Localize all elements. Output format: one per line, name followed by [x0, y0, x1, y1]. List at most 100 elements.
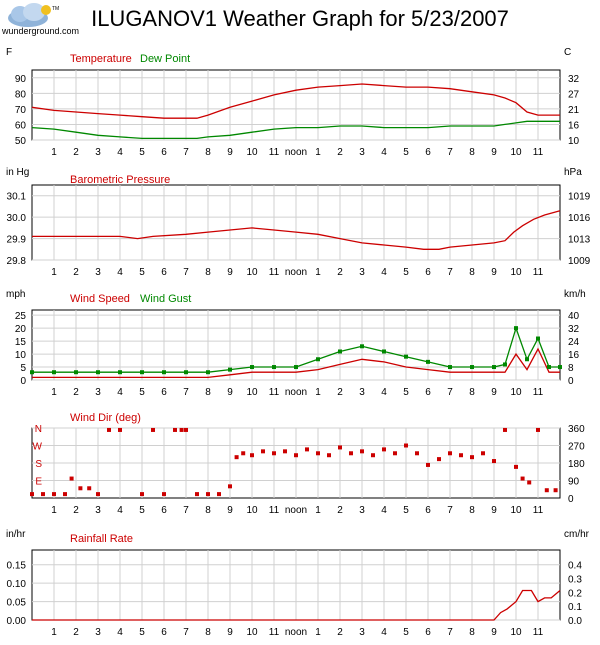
y-tick-label-left: 29.8	[7, 256, 27, 267]
gust-point	[338, 349, 342, 354]
x-tick-label: 8	[205, 387, 211, 398]
x-tick-label: 8	[469, 505, 475, 516]
x-tick-label: 1	[51, 627, 57, 638]
x-tick-label: 7	[447, 387, 453, 398]
gust-point	[250, 365, 254, 370]
x-tick-label: 2	[73, 627, 79, 638]
data-point	[448, 451, 452, 456]
x-tick-label: 4	[117, 505, 123, 516]
x-tick-label: 1	[51, 147, 57, 158]
y-tick-label-left: 0.05	[7, 598, 27, 609]
x-tick-label: 10	[510, 267, 522, 278]
data-point	[52, 492, 56, 497]
data-point	[305, 447, 309, 452]
x-tick-label: 8	[205, 147, 211, 158]
x-tick-label: 3	[95, 627, 101, 638]
x-tick-label: 4	[117, 387, 123, 398]
legend-label: Wind Speed	[70, 293, 130, 305]
x-tick-label: noon	[285, 505, 307, 516]
x-tick-label: 2	[337, 627, 343, 638]
gust-point	[547, 365, 551, 370]
data-point	[78, 486, 83, 491]
x-tick-label: 9	[227, 147, 233, 158]
x-tick-label: 10	[246, 627, 258, 638]
x-tick-label: 7	[447, 147, 453, 158]
x-tick-label: 9	[491, 147, 497, 158]
x-tick-label: 10	[246, 147, 258, 158]
gust-point	[316, 357, 320, 362]
x-tick-label: noon	[285, 387, 307, 398]
data-point	[140, 492, 144, 497]
gust-point	[96, 370, 100, 375]
x-tick-label: 11	[269, 627, 280, 638]
legend-label: Rainfall Rate	[70, 533, 133, 545]
data-point	[272, 451, 276, 456]
gust-point	[162, 370, 166, 375]
data-point	[294, 453, 298, 458]
x-tick-label: 6	[425, 627, 431, 638]
chart-panel-3: 1 2 3 4 5 6 7 8 9 10 11 noon 1 2 3 4 5 6 7 8 9 10 11 25 20 15 10 5 0…	[6, 289, 586, 398]
x-tick-label: 7	[183, 267, 189, 278]
x-tick-label: 8	[469, 267, 475, 278]
x-tick-label: 8	[469, 627, 475, 638]
x-tick-label: 11	[533, 505, 544, 516]
data-point	[371, 453, 375, 458]
data-point	[96, 492, 100, 497]
data-point	[437, 457, 441, 462]
y-tick-label-right: 0.3	[568, 575, 582, 586]
y-tick-label-left: W	[33, 442, 43, 453]
x-tick-label: 2	[73, 147, 79, 158]
y-tick-label-left: 0.15	[7, 561, 27, 572]
y-tick-label-right: 8	[568, 363, 574, 374]
x-tick-label: 5	[139, 267, 145, 278]
x-tick-label: 1	[315, 627, 321, 638]
gust-point	[525, 357, 529, 362]
x-tick-label: 7	[183, 505, 189, 516]
y-tick-label-left: 29.9	[7, 235, 27, 246]
x-tick-label: 11	[269, 267, 280, 278]
x-tick-label: 3	[359, 387, 365, 398]
chart-panel-5: 1 2 3 4 5 6 7 8 9 10 11 noon 1 2 3 4 5 6 7 8 9 10 11 0.15 0.10 0.…	[6, 529, 590, 638]
data-point	[250, 453, 254, 458]
x-tick-label: noon	[285, 147, 307, 158]
x-tick-label: 5	[403, 387, 409, 398]
x-tick-label: 9	[491, 505, 497, 516]
series-line	[32, 347, 560, 379]
y-tick-label-left: S	[35, 459, 42, 470]
x-tick-label: 8	[205, 267, 211, 278]
x-tick-label: 4	[117, 627, 123, 638]
x-tick-label: 4	[117, 267, 123, 278]
unit-label-left: F	[6, 47, 12, 58]
x-tick-label: 9	[227, 267, 233, 278]
unit-label-left: in Hg	[6, 167, 29, 178]
series-line	[31, 83, 560, 119]
x-tick-label: 1	[315, 505, 321, 516]
x-tick-label: 11	[533, 627, 544, 638]
x-tick-label: 3	[95, 387, 101, 398]
x-tick-label: 1	[51, 267, 57, 278]
gust-point	[360, 344, 364, 349]
y-tick-label-right: 27	[568, 89, 580, 100]
x-tick-label: 9	[491, 627, 497, 638]
data-point	[349, 451, 353, 456]
y-tick-label-left: 0.10	[7, 579, 27, 590]
data-point	[41, 492, 45, 497]
legend-label: Wind Gust	[140, 293, 191, 305]
chart-panel-1: 1 2 3 4 5 6 7 8 9 10 11 noon 1 2 3 4 5 6 7 8 9 10 11 90 80 70 60 50…	[6, 47, 580, 158]
data-point	[173, 427, 177, 432]
y-tick-label-right: 16	[568, 350, 580, 361]
y-tick-label-right: 32	[568, 74, 580, 85]
x-tick-label: 6	[161, 627, 167, 638]
data-point	[470, 455, 474, 460]
gust-point	[52, 370, 56, 375]
unit-label-right: km/h	[564, 289, 586, 300]
unit-label-left: in/hr	[6, 529, 26, 540]
data-point	[217, 492, 221, 497]
data-point	[327, 453, 331, 458]
y-tick-label-left: 0	[20, 376, 26, 387]
x-tick-label: 5	[139, 147, 145, 158]
series-line	[31, 120, 560, 140]
data-point	[382, 447, 386, 452]
x-tick-label: 6	[425, 267, 431, 278]
x-tick-label: 7	[447, 505, 453, 516]
